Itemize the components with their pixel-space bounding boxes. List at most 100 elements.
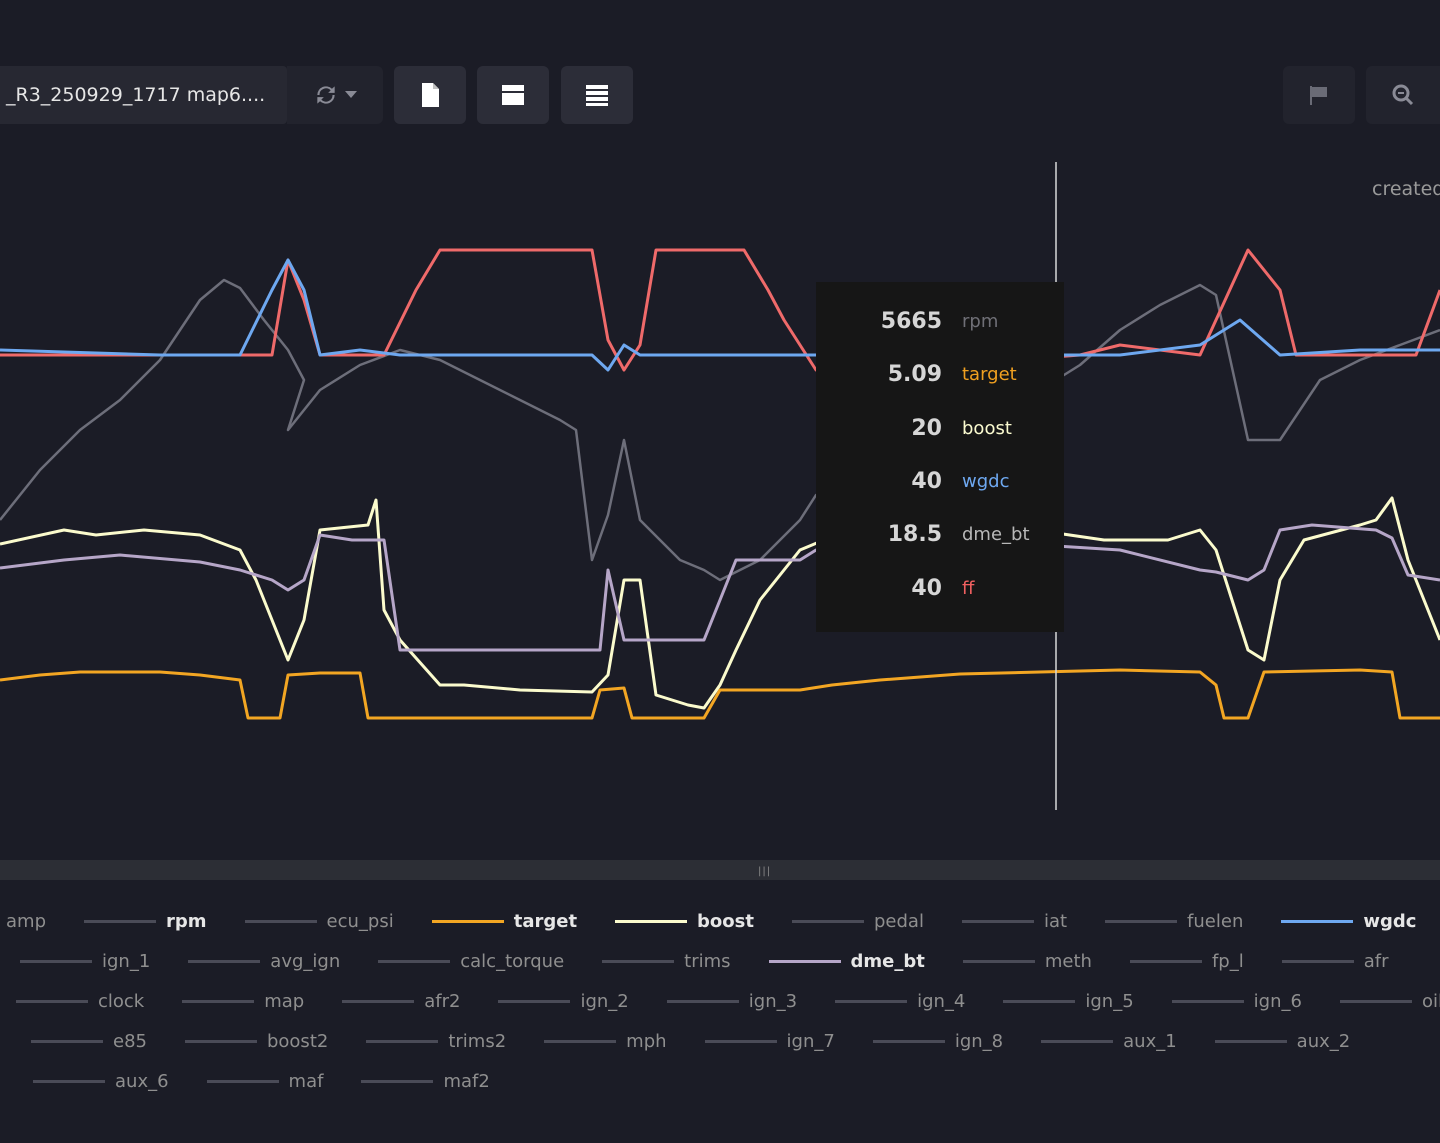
legend-item-ign_3[interactable]: ign_3 [666,987,798,1015]
file-button[interactable] [394,66,466,124]
legend-item-amp[interactable]: amp [0,907,46,935]
legend-swatch [33,1079,105,1083]
tooltip-row-boost: 20 boost [816,414,1064,444]
legend-swatch [1171,999,1244,1003]
legend-label: map [264,990,305,1012]
legend-item-trims[interactable]: trims [602,947,731,975]
legend-swatch [1281,959,1354,963]
legend-item-boost2[interactable]: boost2 [184,1027,328,1055]
series-line-wgdc [0,258,1440,372]
flag-button[interactable] [1283,66,1355,124]
legend-item-ign_8[interactable]: ign_8 [872,1027,1003,1055]
tooltip-series-name: dme_bt [962,524,1030,546]
legend-swatch [1003,999,1076,1003]
legend-item-ecu_psi[interactable]: ecu_psi [244,907,394,935]
legend-label: rpm [166,910,207,932]
legend-item-maf2[interactable]: maf2 [361,1067,490,1095]
panel-splitter[interactable]: ||| [0,860,1440,880]
chart-tooltip: 5665 rpm 5.09 target 20 boost 40 wgdc 18.5 dme_bt… [816,282,1064,632]
legend-item-ign_2[interactable]: ign_2 [498,987,629,1015]
legend-swatch [1129,959,1202,963]
legend-item-ign_5[interactable]: ign_5 [1003,987,1134,1015]
legend-item-e85[interactable]: e85 [31,1027,147,1055]
tooltip-value: 18.5 [887,522,942,548]
legend-label: afr2 [424,990,461,1012]
legend-label: ign_1 [102,950,151,972]
legend-item-maf[interactable]: maf [206,1067,323,1095]
single-view-button[interactable] [477,66,549,124]
file-icon [422,83,439,107]
stacked-view-button[interactable] [561,66,633,124]
zoom-button[interactable] [1366,66,1440,124]
flag-icon [1310,86,1327,105]
legend-item-fp_l[interactable]: fp_l [1129,947,1244,975]
sync-button[interactable] [287,66,383,124]
legend-item-mph[interactable]: mph [544,1027,667,1055]
legend-swatch [615,919,688,923]
legend-item-ign_4[interactable]: ign_4 [835,987,965,1015]
series-line-target [0,668,1440,720]
legend-label: calc_torque [460,950,565,972]
legend-item-fuelen[interactable]: fuelen [1105,907,1243,935]
legend-item-map[interactable]: map [182,987,304,1015]
legend-item-avg_ign[interactable]: avg_ign [188,947,340,975]
legend-swatch [602,959,675,963]
legend-label: trims [684,950,731,972]
legend-swatch [1214,1039,1287,1043]
zoom-icon [1392,84,1414,106]
legend-swatch [188,959,261,963]
legend-label: wgdc [1363,910,1417,932]
tooltip-series-name: rpm [962,311,999,332]
legend-label: avg_ign [270,950,341,972]
legend-item-ign_7[interactable]: ign_7 [704,1027,835,1055]
chevron-down-icon [345,91,357,98]
legend-swatch [704,1039,777,1043]
legend-swatch [1281,919,1354,923]
legend-swatch [498,999,571,1003]
legend-item-wgdc[interactable]: wgdc [1281,907,1416,935]
legend-label: target [513,910,578,932]
tooltip-value: 5665 [880,309,942,334]
legend-label: ign_7 [786,1030,835,1052]
series-line-boost [0,496,1440,710]
tooltip-series-name: target [962,364,1017,386]
legend-label: aux_6 [115,1070,169,1092]
legend-item-ign_1[interactable]: ign_1 [20,947,150,975]
legend-item-meth[interactable]: meth [962,947,1092,975]
legend-item-dme_bt[interactable]: dme_bt [768,947,925,975]
series-line-dme_bt [0,523,1440,652]
legend-label: ign_3 [748,990,798,1012]
legend-item-target[interactable]: target [431,907,578,935]
legend-item-iat[interactable]: iat [961,907,1067,935]
legend-label: boost [697,910,754,932]
legend-swatch [366,1039,439,1043]
grip-icon: ||| [758,866,772,877]
legend-item-trims2[interactable]: trims2 [366,1027,506,1055]
legend-swatch [1339,999,1412,1003]
file-select[interactable]: _R3_250929_1717 map6.... [0,66,287,124]
legend-item-aux_1[interactable]: aux_1 [1041,1027,1177,1055]
tooltip-value: 20 [911,415,942,441]
legend-item-calc_torque[interactable]: calc_torque [378,947,564,975]
legend-item-aux_6[interactable]: aux_6 [33,1067,169,1095]
legend-label: ecu_psi [326,910,394,932]
legend-label: fp_l [1211,950,1244,972]
chart-area[interactable] [0,140,1440,860]
legend-item-clock[interactable]: clock [16,987,144,1015]
legend-item-pedal[interactable]: pedal [791,907,924,935]
line-chart[interactable] [0,140,1440,860]
legend-item-ign_6[interactable]: ign_6 [1171,987,1302,1015]
legend-item-oilf[interactable]: oilf [1339,987,1440,1015]
legend-swatch [666,999,739,1003]
legend-swatch [872,1039,945,1043]
legend-item-boost[interactable]: boost [615,907,754,935]
legend-label: clock [98,990,145,1012]
layout-single-icon [502,85,524,105]
legend-swatch [31,1039,103,1043]
legend-item-afr[interactable]: afr [1281,947,1388,975]
legend-swatch [184,1039,257,1043]
toolbar: _R3_250929_1717 map6.... [0,66,1440,126]
legend-item-aux_2[interactable]: aux_2 [1214,1027,1350,1055]
legend-item-rpm[interactable]: rpm [84,907,207,935]
legend-item-afr2[interactable]: afr2 [342,987,460,1015]
